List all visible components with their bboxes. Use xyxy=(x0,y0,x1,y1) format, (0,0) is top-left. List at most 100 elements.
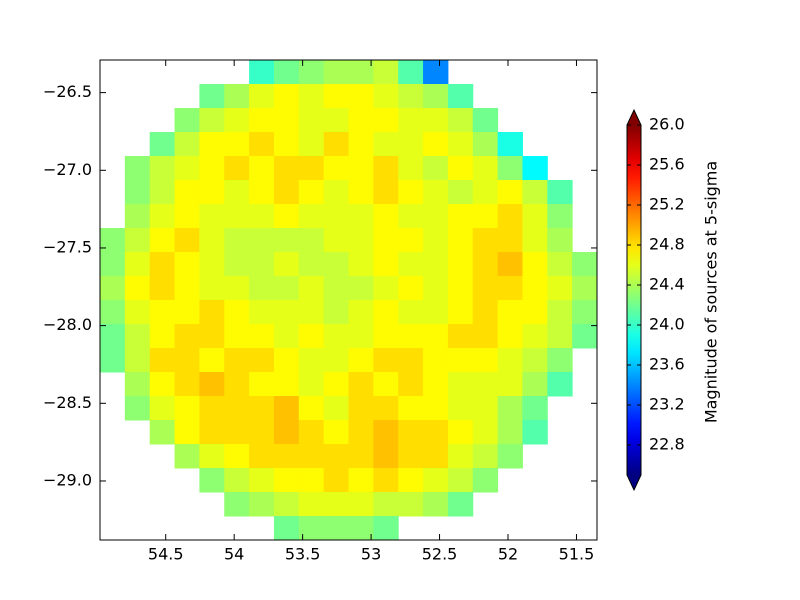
heatmap-cell xyxy=(348,444,374,469)
heatmap-cell xyxy=(472,276,499,301)
heatmap-cell xyxy=(100,300,126,325)
heatmap-cell xyxy=(472,252,499,277)
heatmap-cell xyxy=(423,420,449,445)
heatmap-cell xyxy=(472,108,499,133)
heatmap-cell xyxy=(174,276,200,301)
heatmap-cell xyxy=(124,156,151,181)
heatmap-cell xyxy=(149,324,176,349)
plot-frame xyxy=(99,59,598,541)
heatmap-cell xyxy=(497,348,523,373)
y-tick-label: −29.0 xyxy=(43,470,92,489)
heatmap-cell xyxy=(249,420,275,445)
x-tick-label: 53 xyxy=(361,545,381,564)
heatmap-cell xyxy=(149,276,176,301)
heatmap-cell xyxy=(323,324,349,349)
x-tick-label: 54 xyxy=(224,545,244,564)
heatmap-cell xyxy=(298,324,325,349)
colorbar-outline xyxy=(626,108,642,492)
heatmap-cell xyxy=(348,420,374,445)
heatmap-cell xyxy=(199,108,225,133)
heatmap-cell xyxy=(447,108,474,133)
heatmap-cell xyxy=(547,204,573,229)
heatmap-cell xyxy=(472,348,499,373)
heatmap-cell xyxy=(199,180,225,205)
heatmap-cell xyxy=(149,372,176,397)
heatmap-cell xyxy=(323,516,349,541)
heatmap-cell xyxy=(497,132,523,157)
heatmap-cell xyxy=(298,492,325,517)
heatmap-cell xyxy=(472,324,499,349)
heatmap-cell xyxy=(249,276,275,301)
heatmap-cell xyxy=(547,228,573,253)
heatmap-cell xyxy=(224,156,250,181)
heatmap-cell xyxy=(273,420,300,445)
heatmap-cell xyxy=(447,84,474,109)
heatmap-cell xyxy=(522,252,548,277)
colorbar-tick-label: 24.0 xyxy=(649,315,685,334)
heatmap-cell xyxy=(323,252,349,277)
heatmap-cell xyxy=(273,132,300,157)
heatmap-cell xyxy=(100,252,126,277)
heatmap-cell xyxy=(298,420,325,445)
heatmap-cell xyxy=(348,276,374,301)
heatmap-cell xyxy=(224,300,250,325)
heatmap-cell xyxy=(398,84,424,109)
colorbar-tick-label: 26.0 xyxy=(649,115,685,134)
y-tick-label: −27.5 xyxy=(43,237,92,256)
heatmap-cell xyxy=(224,468,250,493)
heatmap-cell xyxy=(199,84,225,109)
heatmap-cell xyxy=(522,396,548,421)
heatmap-cell xyxy=(423,156,449,181)
heatmap-cell xyxy=(199,348,225,373)
heatmap-cell xyxy=(547,252,573,277)
heatmap-cell xyxy=(348,324,374,349)
heatmap-cell xyxy=(522,300,548,325)
colorbar-tick-label: 25.6 xyxy=(649,155,685,174)
heatmap-cell xyxy=(149,348,176,373)
heatmap-cell xyxy=(348,372,374,397)
heatmap-cell xyxy=(373,420,399,445)
heatmap-cell xyxy=(249,468,275,493)
heatmap-cell xyxy=(447,276,474,301)
heatmap-cell xyxy=(323,60,349,85)
heatmap-cell xyxy=(323,228,349,253)
heatmap-cell xyxy=(373,348,399,373)
heatmap-cell xyxy=(149,300,176,325)
heatmap-cell xyxy=(447,468,474,493)
heatmap-cell xyxy=(100,276,126,301)
heatmap-cell xyxy=(398,132,424,157)
heatmap-cell xyxy=(348,300,374,325)
heatmap-cell xyxy=(224,228,250,253)
heatmap-cell xyxy=(224,324,250,349)
heatmap-cell xyxy=(124,228,151,253)
heatmap-cell xyxy=(149,156,176,181)
heatmap-cell xyxy=(547,324,573,349)
heatmap-cell xyxy=(149,252,176,277)
heatmap-cell xyxy=(423,252,449,277)
heatmap-cell xyxy=(323,204,349,229)
heatmap-cell xyxy=(423,348,449,373)
heatmap-cell xyxy=(423,180,449,205)
heatmap-cell xyxy=(398,492,424,517)
heatmap-cell xyxy=(447,492,474,517)
heatmap-cell xyxy=(124,396,151,421)
heatmap-cell xyxy=(348,204,374,229)
heatmap-cell xyxy=(423,444,449,469)
heatmap-cell xyxy=(348,252,374,277)
heatmap-cell xyxy=(472,468,499,493)
heatmap-cell xyxy=(323,300,349,325)
heatmap-cell xyxy=(199,444,225,469)
heatmap-cell xyxy=(398,300,424,325)
heatmap-cell xyxy=(273,348,300,373)
x-tick-label: 54.5 xyxy=(148,545,184,564)
heatmap-cell xyxy=(124,300,151,325)
heatmap-cell xyxy=(273,204,300,229)
heatmap-cell xyxy=(547,300,573,325)
heatmap-cell xyxy=(497,300,523,325)
colorbar-tick-label: 22.8 xyxy=(649,435,685,454)
y-tick-label: −28.5 xyxy=(43,393,92,412)
heatmap-cell xyxy=(447,420,474,445)
heatmap-cell xyxy=(348,396,374,421)
heatmap-cell xyxy=(522,324,548,349)
heatmap-cell xyxy=(174,228,200,253)
